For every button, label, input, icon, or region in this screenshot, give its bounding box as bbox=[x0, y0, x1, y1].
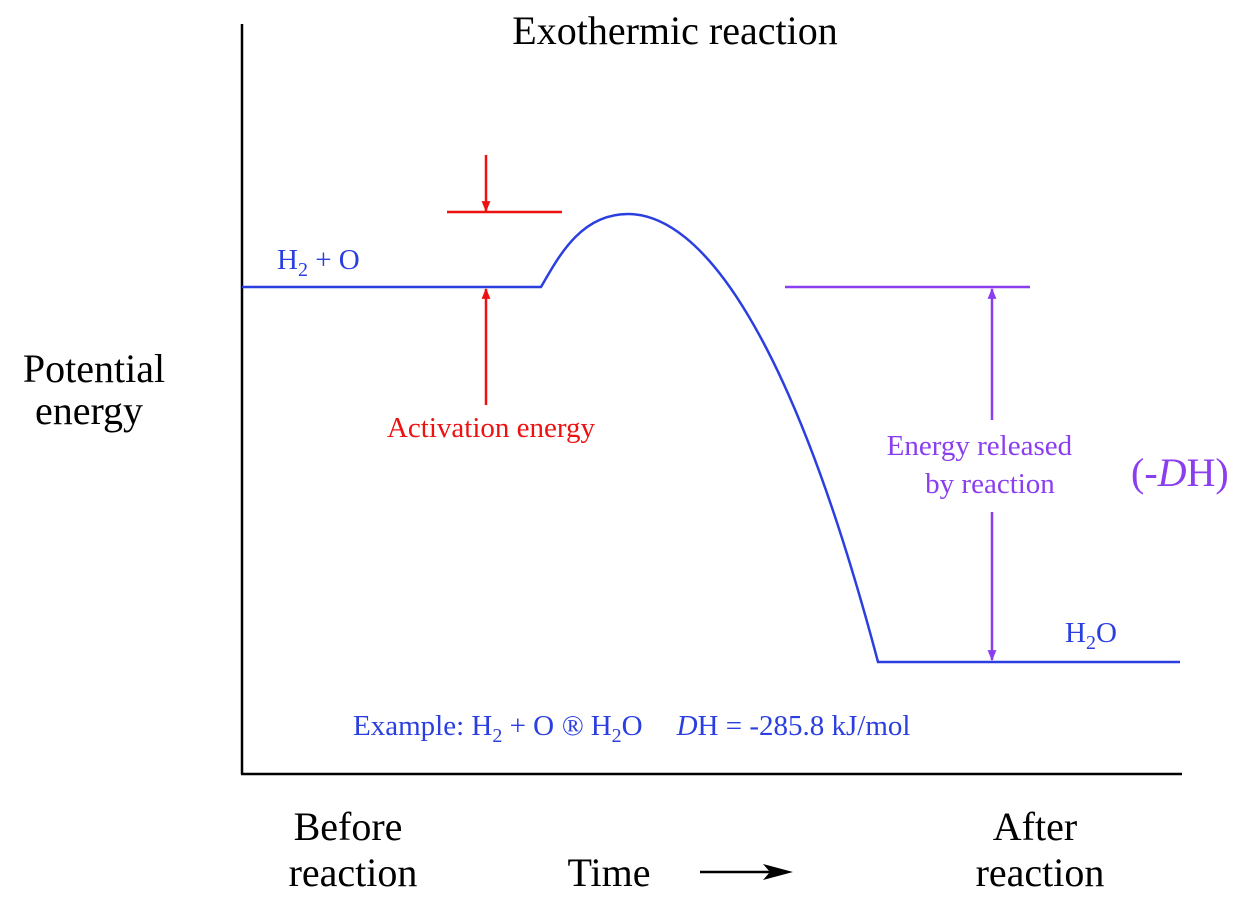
before-reaction-label: Before reaction bbox=[289, 804, 418, 895]
energy-curve bbox=[242, 212, 1180, 664]
activation-energy-label: Activation energy bbox=[387, 412, 596, 444]
diagram-title: Exothermic reaction bbox=[512, 8, 837, 53]
time-label: Time bbox=[567, 850, 650, 895]
y-axis-label: Potential energy bbox=[23, 346, 175, 433]
after-reaction-label: After reaction bbox=[976, 804, 1105, 895]
product-label: H2O bbox=[1065, 617, 1117, 654]
delta-h-symbol: (-DH) bbox=[1131, 450, 1229, 495]
time-arrow-icon bbox=[700, 864, 793, 880]
energy-released-label: Energy released by reaction bbox=[887, 430, 1080, 500]
reactants-label: H2 + O bbox=[277, 244, 360, 281]
example-equation: Example: H2 + O ® H2O DH = -285.8 kJ/mol bbox=[353, 710, 910, 747]
